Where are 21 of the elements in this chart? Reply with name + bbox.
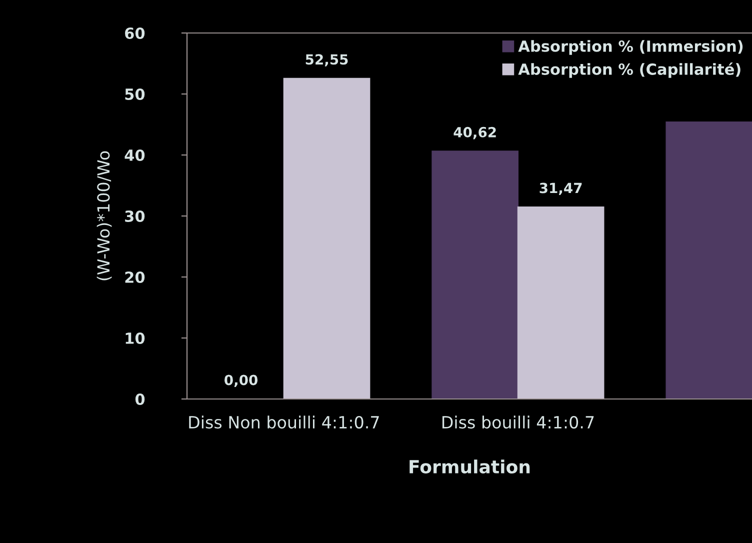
y-tick-label: 30 [125,210,145,222]
legend-label: Absorption % (Capillarité) [518,62,740,78]
x-axis-title: Formulation [410,460,530,474]
y-axis-title: (W-Wo)*100/Wo [96,151,112,280]
bar [432,150,519,399]
y-tick-label: 40 [124,149,145,162]
data-label: 52,55 [306,54,348,66]
data-label: 40,62 [454,126,496,140]
data-label: 0,00 [224,374,258,387]
y-tick-label: 60 [125,27,145,40]
y-tick-label: 50 [125,88,145,100]
y-tick-label: 20 [125,271,145,284]
legend-label: Absorption % (Immersion) [518,40,743,55]
x-tick-label: Diss Non bouilli 4:1:0.7 [189,416,379,429]
bar [666,122,752,399]
bar [517,206,604,399]
y-tick-label: 0 [135,393,145,406]
data-label: 31,47 [540,182,582,196]
bar [283,78,370,399]
x-tick-label: Diss bouilli 4:1:0.7 [442,416,594,429]
y-tick-label: 10 [126,332,145,344]
